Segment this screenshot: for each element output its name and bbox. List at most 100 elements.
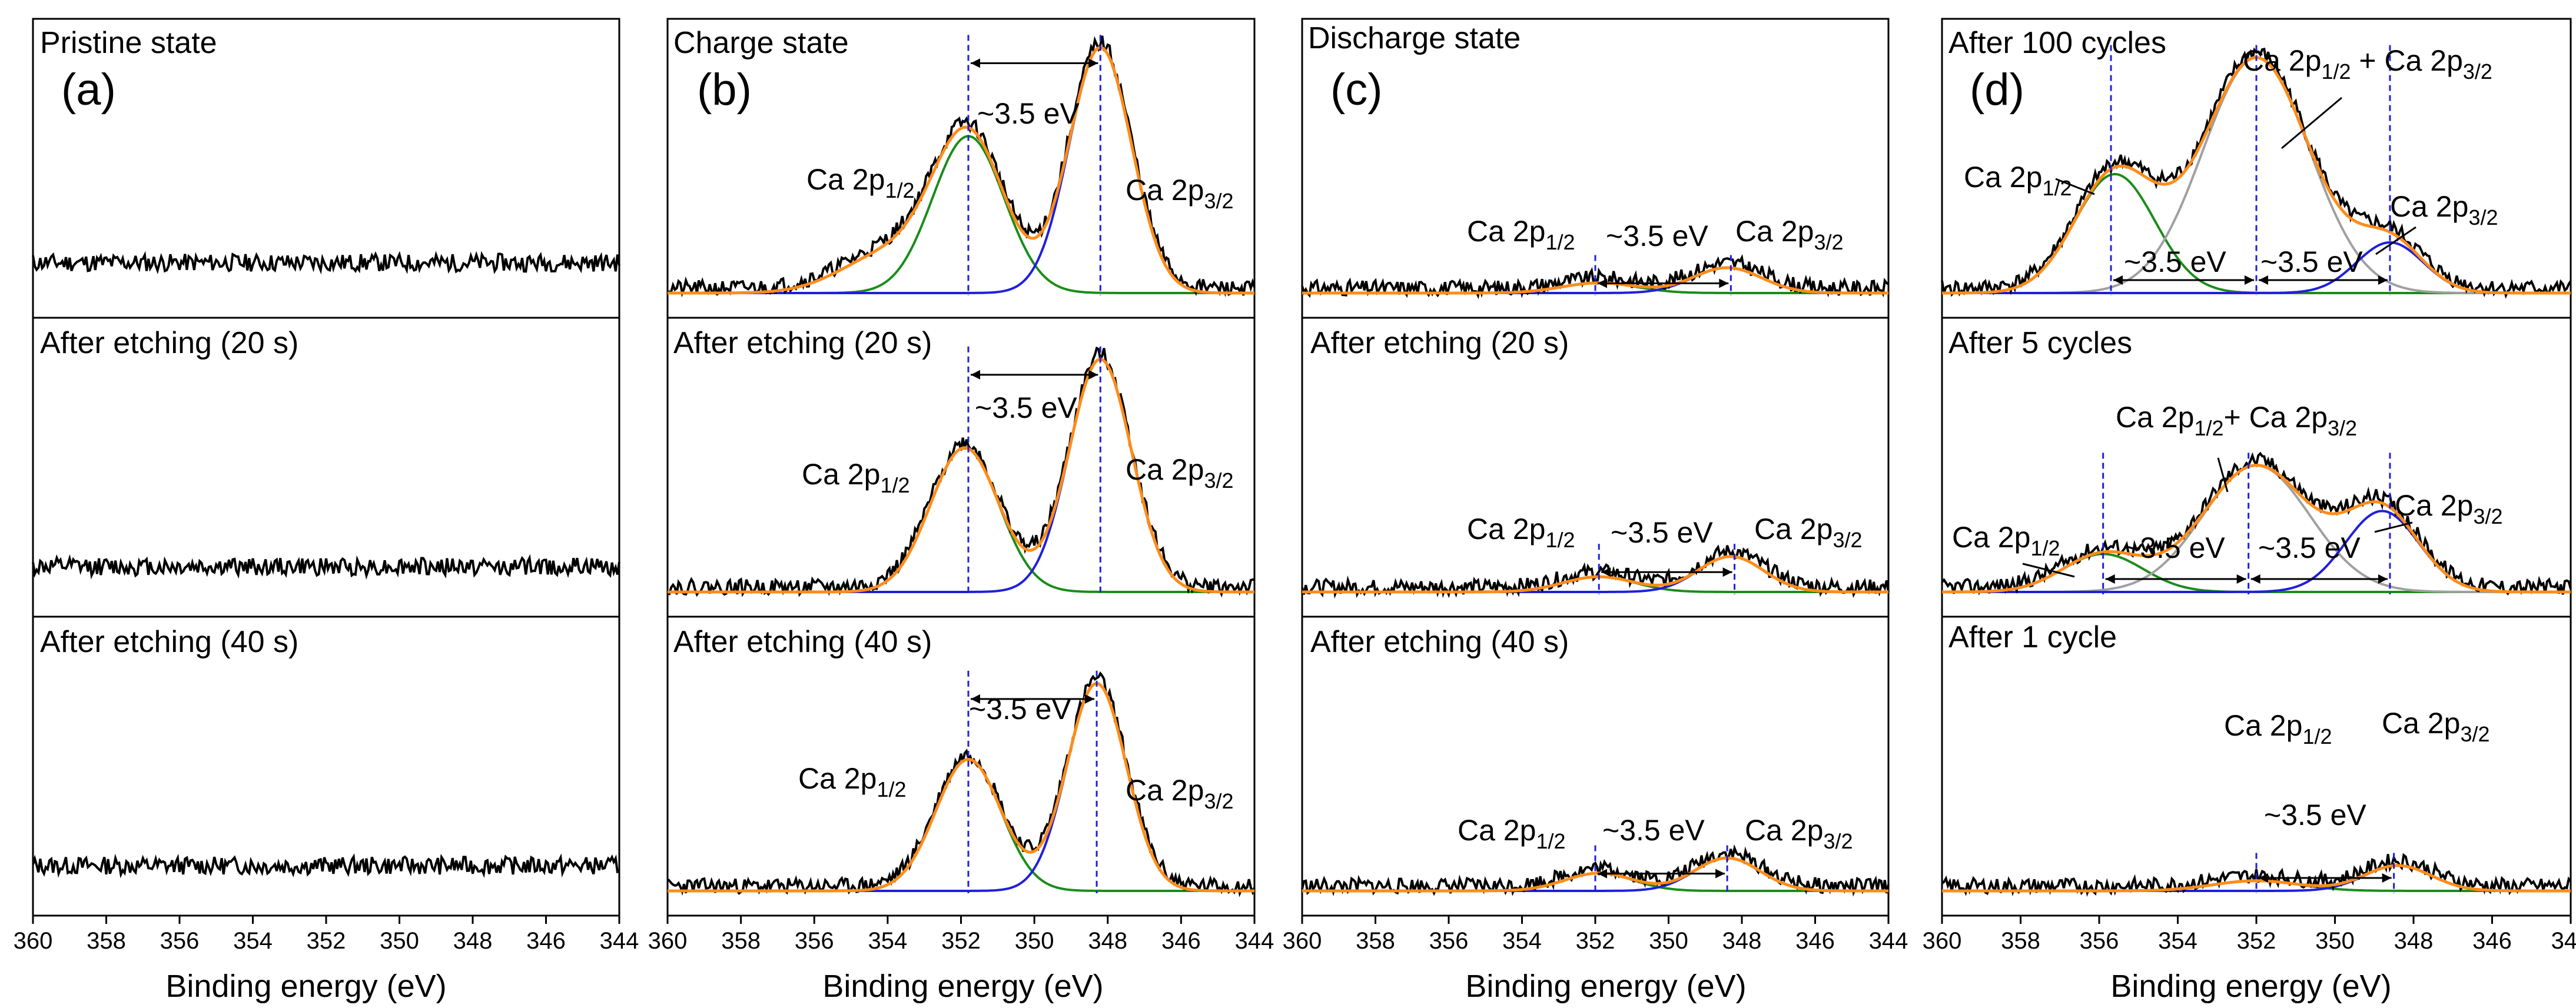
x-tick-label: 346	[526, 928, 566, 954]
x-tick-label: 354	[1502, 928, 1542, 954]
subplot-title: Pristine state	[40, 26, 217, 60]
x-tick-label: 360	[1283, 928, 1322, 954]
x-tick-label: 356	[1429, 928, 1469, 954]
raw-spectrum	[32, 853, 620, 879]
raw-spectrum	[1941, 47, 2572, 299]
peak-label-p32: Ca 2p3/2	[1745, 814, 1853, 853]
splitting-label: ~3.5 eV	[2258, 531, 2361, 564]
panel-frame	[1941, 18, 2572, 917]
subplot-title: After etching (20 s)	[673, 326, 932, 360]
peak-label-p12: Ca 2p1/2	[802, 458, 909, 497]
panel-label: (a)	[61, 65, 116, 115]
arrow-head	[970, 694, 980, 704]
peak-label-p12: Ca 2p1/2	[1458, 814, 1565, 853]
arrow-head	[1601, 567, 1611, 577]
arrow-head	[1722, 567, 1732, 577]
subplot-title: After etching (40 s)	[673, 625, 932, 659]
fit-envelope	[1942, 464, 2571, 594]
panel-label: (c)	[1330, 65, 1383, 115]
x-tick-label: 358	[1356, 928, 1395, 954]
peak-label-p12: Ca 2p1/2	[1467, 215, 1575, 254]
arrow-head	[1715, 869, 1725, 879]
peak-label-p32: Ca 2p3/2	[1126, 174, 1233, 213]
arrow-head	[970, 58, 980, 68]
x-tick-label: 352	[941, 928, 981, 954]
fit-envelope	[668, 357, 1254, 594]
peak-label-p12: Ca 2p1/2	[798, 762, 906, 801]
subplot-title: Charge state	[673, 26, 849, 60]
subplot-title: After etching (20 s)	[1310, 326, 1569, 360]
x-tick-label: 356	[795, 928, 834, 954]
subplot-title: After etching (40 s)	[1310, 625, 1569, 659]
x-tick-label: 360	[648, 928, 688, 954]
x-tick-label: 358	[87, 928, 126, 954]
peak-label-p32: Ca 2p3/2	[2395, 489, 2502, 528]
panel-c: Discharge state (c) After etching (20 s)…	[1308, 21, 1862, 853]
splitting-label: ~3.5 eV	[1611, 516, 1713, 549]
panel-b: Charge state (b) After etching (20 s) Af…	[673, 26, 1233, 813]
peak-label-p12: Ca 2p1/2	[2224, 709, 2332, 748]
x-tick-label: 360	[14, 928, 53, 954]
x-tick-label: 356	[2080, 928, 2119, 954]
panel-frame	[32, 18, 620, 917]
fit-envelope	[668, 46, 1254, 295]
peak-label-p32: Ca 2p3/2	[1735, 215, 1843, 254]
peak-label-p32: Ca 2p3/2	[2390, 190, 2498, 229]
arrow-head	[2378, 574, 2388, 584]
fit-envelope	[1302, 555, 1888, 594]
fit-envelope	[668, 681, 1254, 893]
raw-spectrum	[32, 251, 620, 275]
raw-spectrum	[1301, 844, 1890, 897]
x-axis-label: Binding energy (eV)	[1465, 969, 1746, 1004]
arrow-head	[1088, 58, 1098, 68]
x-tick-label: 348	[1088, 928, 1127, 954]
arrow-head	[970, 370, 980, 380]
peak-label-p32: Ca 2p3/2	[2382, 707, 2489, 746]
x-tick-label: 360	[1923, 928, 1962, 954]
x-tick-label: 348	[453, 928, 493, 954]
splitting-label: ~3.5 eV	[2260, 245, 2363, 278]
peak-label-p12: Ca 2p1/2	[806, 163, 914, 202]
arrow-head	[2105, 574, 2115, 584]
x-tick-label: 358	[721, 928, 761, 954]
splitting-label: ~3.5 eV	[977, 97, 1080, 130]
splitting-label: ~3.5 eV	[1606, 219, 1708, 252]
arrow-head	[2259, 275, 2268, 285]
fit-component	[1302, 555, 1888, 593]
peak-label-p32: Ca 2p3/2	[1126, 453, 1233, 493]
splitting-label: ~3.5 eV	[969, 693, 1071, 726]
arrow-head	[1085, 694, 1095, 704]
x-tick-label: 352	[2237, 928, 2276, 954]
x-tick-label: 348	[1722, 928, 1762, 954]
panel-frames	[32, 18, 2572, 917]
arrow-head	[2259, 873, 2268, 883]
arrow-head	[2236, 574, 2246, 584]
x-tick-label: 354	[868, 928, 908, 954]
subplot-title: After 1 cycle	[1948, 620, 2117, 654]
peak-label-mixed: Ca 2p1/2 + Ca 2p3/2	[2243, 44, 2492, 84]
plot-layer	[32, 35, 2572, 897]
x-tick-label: 346	[1795, 928, 1835, 954]
x-tick-label: 344	[1235, 928, 1274, 954]
splitting-label: ~3.5 eV	[2123, 531, 2225, 564]
peak-label-p32: Ca 2p3/2	[1754, 513, 1862, 552]
panel-label: (b)	[697, 65, 752, 115]
subplot-title: After etching (40 s)	[40, 625, 298, 659]
x-tick-label: 354	[233, 928, 273, 954]
subplot-title: After etching (20 s)	[40, 326, 298, 360]
x-tick-label: 348	[2394, 928, 2434, 954]
x-axis-label: Binding energy (eV)	[165, 969, 446, 1004]
subplot-title: After 5 cycles	[1948, 326, 2132, 360]
panel-frame	[1301, 18, 1890, 917]
arrow-head	[1088, 370, 1098, 380]
raw-spectrum	[1941, 853, 2572, 897]
arrow-head	[1598, 869, 1607, 879]
x-axis-label: Binding energy (eV)	[822, 969, 1103, 1004]
x-tick-label: 352	[307, 928, 346, 954]
splitting-label: ~3.5 eV	[1602, 814, 1705, 847]
panel-d: After 100 cycles (d) After 5 cycles Afte…	[1948, 26, 2502, 831]
fit-envelope	[1942, 864, 2571, 893]
arrow-head	[1598, 278, 1607, 288]
x-axis-label: Binding energy (eV)	[2110, 969, 2391, 1004]
